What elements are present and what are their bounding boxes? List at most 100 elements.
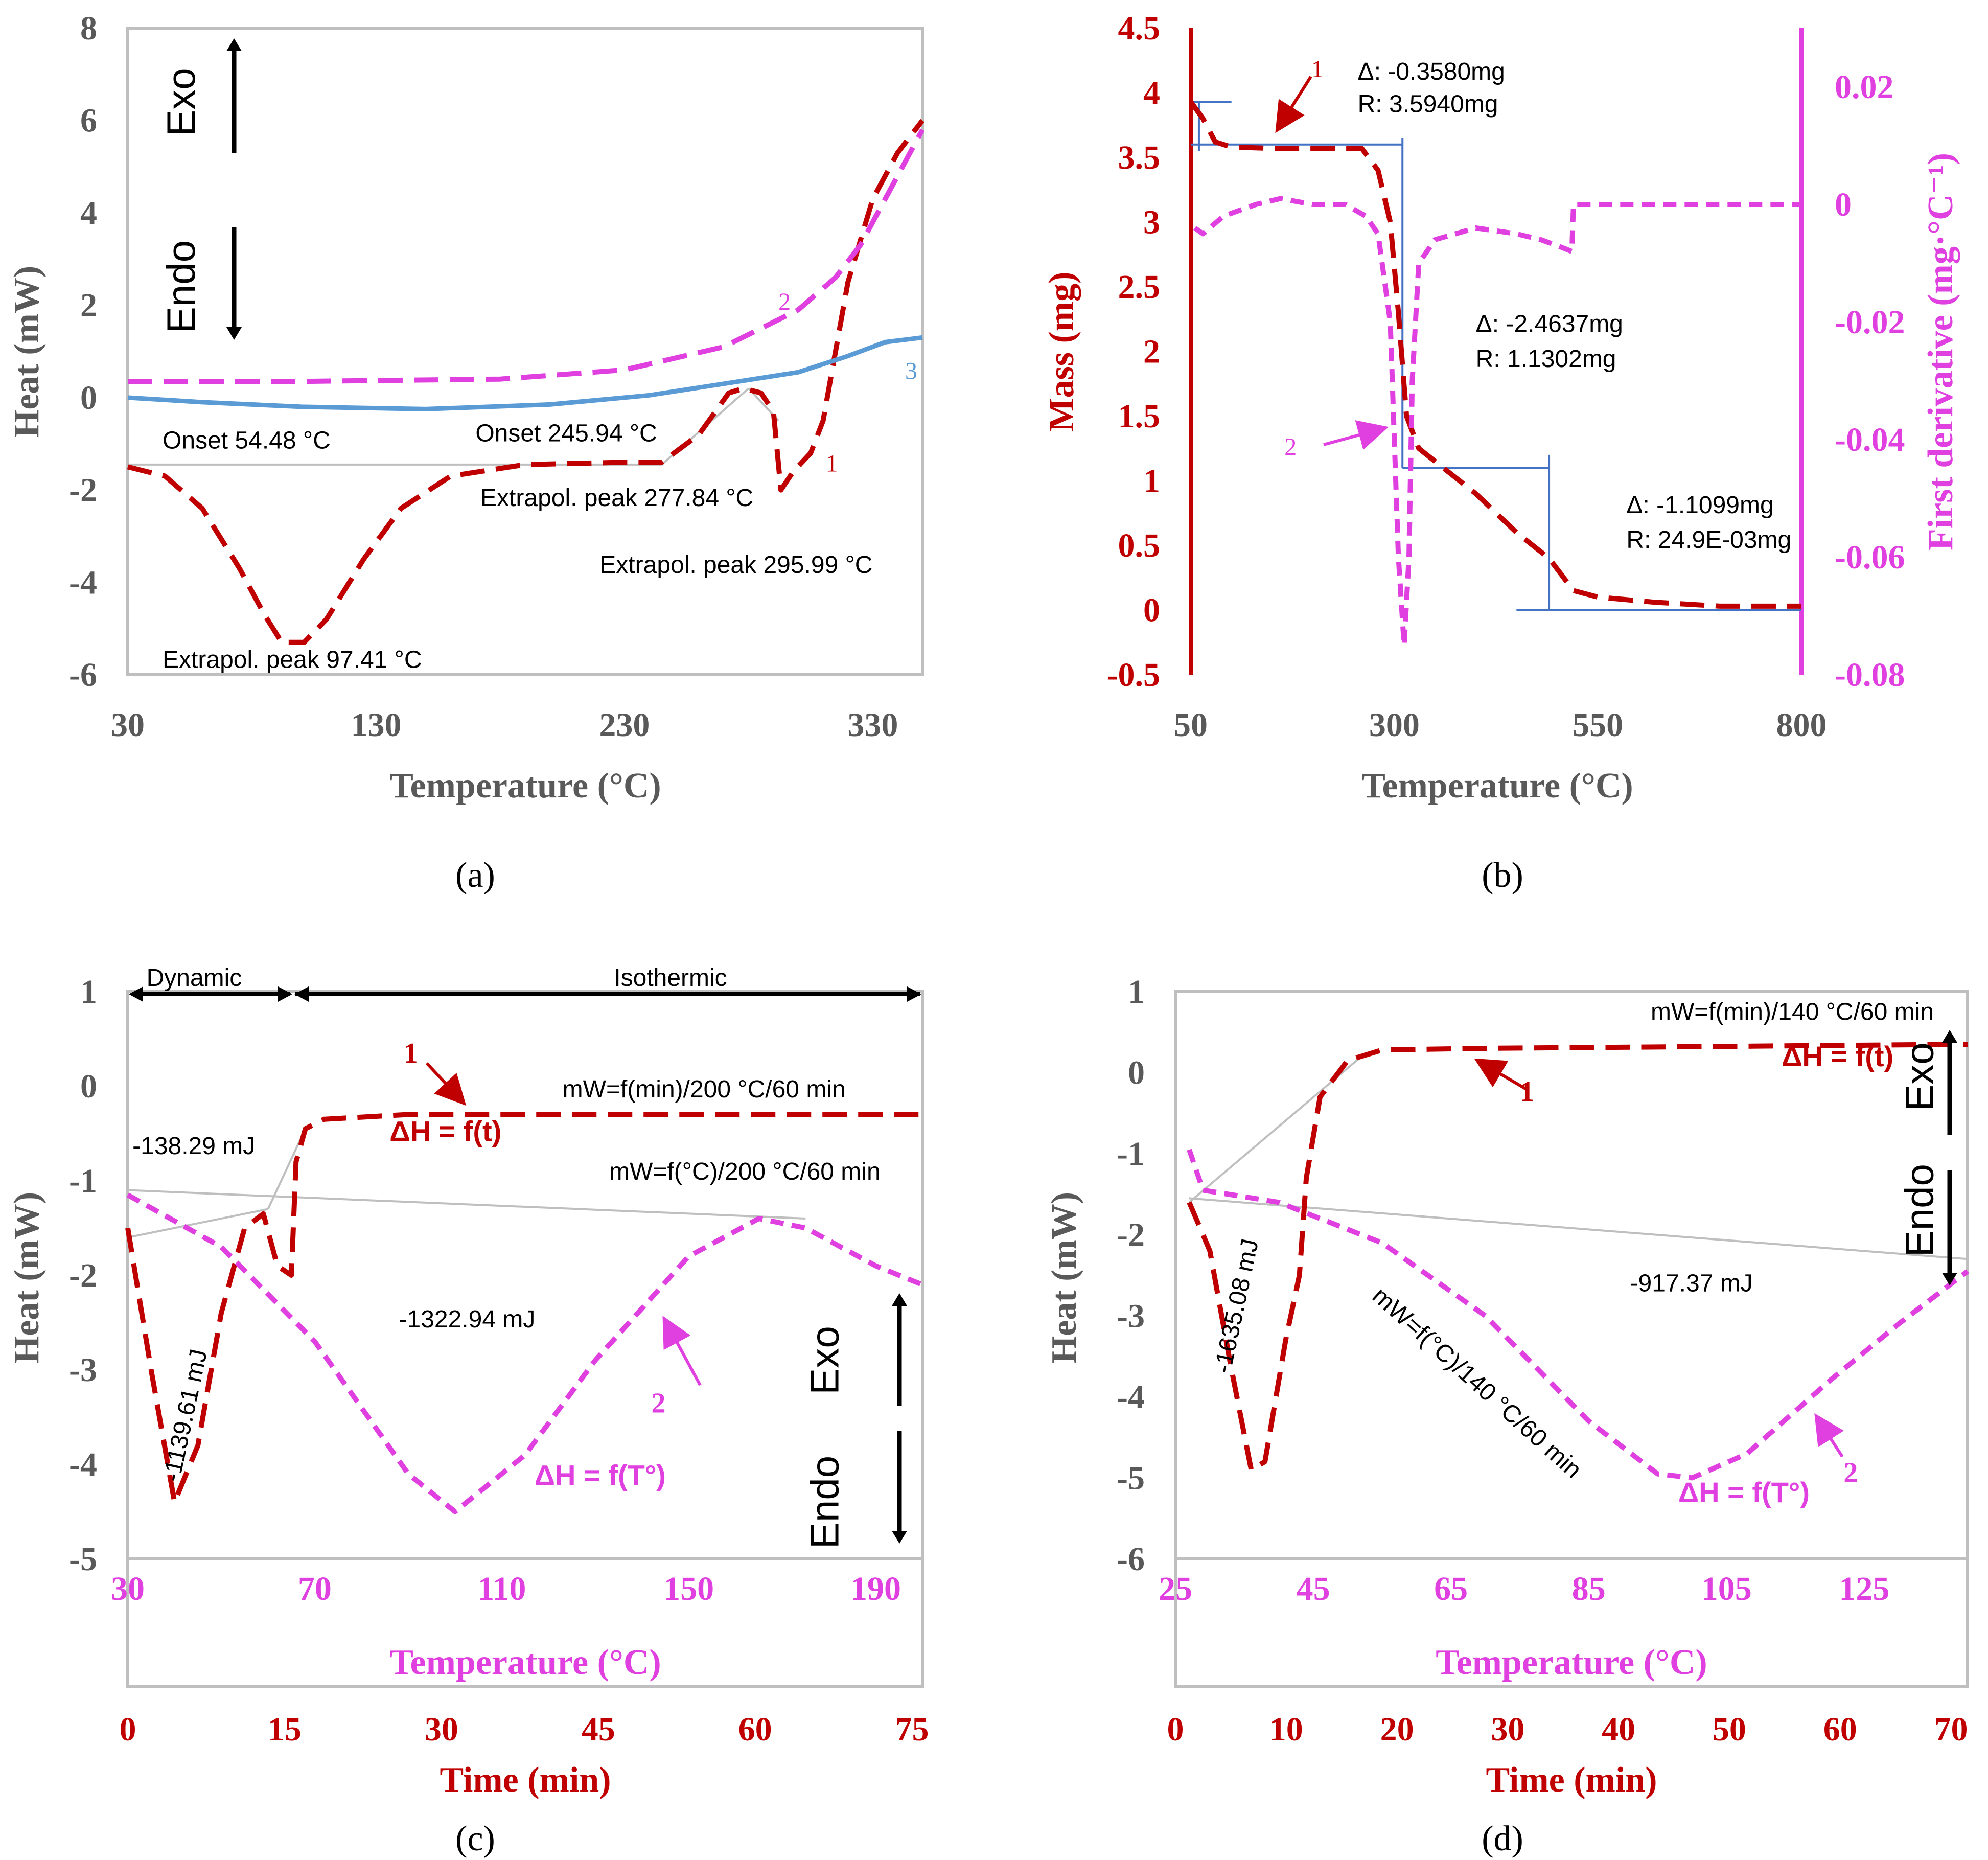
x-tick-label: 125	[1839, 1570, 1889, 1608]
x2-tick-label: 50	[1713, 1711, 1746, 1748]
annotation-label: Onset 245.94 °C	[475, 420, 657, 447]
y-tick-label: 3	[1143, 204, 1160, 241]
annotation-label: mW=f(min)/200 °C/60 min	[563, 1076, 846, 1103]
x-tick-label: 105	[1701, 1570, 1752, 1608]
callout-arrow	[1814, 1413, 1844, 1458]
annotation-label: -917.37 mJ	[1630, 1270, 1753, 1297]
x-tick-label: 330	[847, 706, 898, 744]
y2-tick-label: -0.08	[1835, 656, 1905, 694]
y-axis-label: Heat (mW)	[7, 266, 47, 438]
y-tick-label: -4	[69, 564, 97, 601]
annotation-label: ΔH = f(t)	[1782, 1040, 1893, 1072]
x-tick-label: 50	[1174, 706, 1208, 744]
x2-tick-label: 40	[1602, 1711, 1635, 1748]
panel-caption: (a)	[455, 856, 495, 895]
annotation-label: 3	[905, 358, 917, 385]
x2-tick-label: 20	[1380, 1711, 1414, 1748]
y-tick-label: 3.5	[1118, 139, 1161, 176]
x-tick-label: 25	[1159, 1570, 1192, 1608]
callout-arrow	[1474, 1058, 1527, 1090]
annotation-label: Δ: -2.4637mg	[1476, 311, 1623, 338]
y-tick-label: 4.5	[1118, 10, 1161, 47]
exo-arrowhead	[892, 1293, 907, 1306]
y-tick-label: -6	[1117, 1541, 1145, 1578]
series-line-1	[1187, 1042, 1968, 1473]
annotation-label: Extrapol. peak 295.99 °C	[599, 552, 872, 579]
y2-tick-label: -0.04	[1835, 421, 1905, 458]
series-line-2	[128, 128, 925, 384]
x-axis-label: Temperature (°C)	[1436, 1643, 1707, 1682]
arrowhead	[907, 986, 921, 1002]
annotation-label: Endo	[1897, 1164, 1942, 1257]
x2-tick-label: 70	[1934, 1711, 1968, 1748]
y2-tick-label: 0	[1835, 186, 1852, 223]
x-tick-label: 30	[111, 1570, 145, 1608]
plot-frame	[126, 27, 924, 676]
annotation-label: 2	[651, 1387, 665, 1419]
annotation-label: ΔH = f(t)	[389, 1115, 501, 1147]
annotation-label: ΔH = f(T°)	[535, 1459, 666, 1491]
y-tick-label: -6	[69, 656, 97, 694]
x-tick-label: 85	[1572, 1570, 1606, 1608]
plot-marks	[1188, 100, 1801, 648]
panel-c: 30 70 110 150 190 0 15 30 45 60 75 -5 -4 -3 -2 -1 0 1 Dyn…	[7, 965, 929, 1858]
y2-tick-label: -0.06	[1835, 539, 1905, 576]
annotations: Dynamic Isothermic -138.29 mJ mW=f(min)/200…	[132, 965, 881, 1549]
y-tick-label: 4	[80, 194, 97, 232]
x-tick-label: 230	[599, 706, 650, 744]
annotation-label: Endo	[802, 1456, 847, 1549]
annotations: Δ: -0.3580mg R: 3.5940mg Δ: -2.4637mg R: 1.…	[1284, 56, 1791, 554]
y2-tick-label: -0.02	[1835, 304, 1905, 341]
x-tick-label: 300	[1369, 706, 1420, 744]
x2-axis-label: Time (min)	[440, 1760, 611, 1800]
x2-tick-label: 0	[1167, 1711, 1184, 1748]
x2-tick-label: 30	[425, 1711, 458, 1748]
y-tick-label: -5	[1117, 1459, 1145, 1497]
y-tick-label: 8	[80, 10, 97, 47]
y-tick-label: 0	[1128, 1054, 1145, 1092]
y-tick-label: -4	[69, 1446, 97, 1483]
panel-caption: (c)	[455, 1819, 495, 1858]
panel-b: 50 300 550 800 -0.5 0 0.5 1 1.5 2 2.5 3 3.5 4 4.5 -0.08…	[1042, 10, 1960, 895]
annotation-label: Δ: -0.3580mg	[1358, 58, 1505, 85]
callout-arrow	[662, 1316, 702, 1386]
exo-arrowhead	[1942, 1030, 1957, 1043]
series-line-2	[1187, 1149, 1970, 1481]
x2-tick-label: 75	[895, 1711, 929, 1748]
annotation-label: 1	[1520, 1076, 1534, 1108]
x2-axis-label: Time (min)	[1486, 1760, 1657, 1800]
guide-line	[127, 1208, 268, 1238]
x2-tick-label: 60	[1823, 1711, 1857, 1748]
annotation-label: 2	[1284, 433, 1297, 461]
y-tick-label: -1	[69, 1162, 97, 1200]
x-tick-label: 190	[850, 1570, 901, 1608]
arrowhead	[278, 986, 292, 1002]
y-tick-label: -3	[69, 1351, 97, 1389]
series-line-3	[127, 335, 923, 411]
x2-tick-label: 0	[120, 1711, 136, 1748]
annotation-label: Dynamic	[147, 965, 242, 992]
arrowhead	[294, 986, 309, 1002]
y-tick-label: -5	[69, 1541, 97, 1578]
annotation-label: 1	[1311, 56, 1324, 83]
annotation-label: Exo	[158, 67, 203, 136]
annotation-label: 1	[404, 1038, 418, 1069]
y-tick-label: 0	[80, 1068, 97, 1105]
y-tick-label: -4	[1117, 1379, 1145, 1416]
annotation-label: Exo	[1897, 1042, 1942, 1111]
annotations: Onset 54.48 °C Onset 245.94 °C Extrapol. p…	[158, 67, 917, 673]
annotation-label: 2	[1843, 1457, 1858, 1488]
y-axis-label: Heat (mW)	[7, 1192, 47, 1364]
x-tick-label: 130	[351, 706, 401, 744]
annotation-label: Extrapol. peak 277.84 °C	[480, 485, 753, 512]
callout-arrow	[1323, 420, 1389, 450]
plot-marks	[125, 1112, 923, 1514]
tick-labels: 30 70 110 150 190 0 15 30 45 60 75 -5 -4 -3 -2 -1 0 1	[69, 973, 929, 1748]
y-tick-label: 1.5	[1118, 398, 1161, 435]
y-tick-label: 0	[80, 379, 97, 417]
annotation-label: 2	[778, 288, 791, 315]
endo-arrowhead	[892, 1531, 907, 1544]
